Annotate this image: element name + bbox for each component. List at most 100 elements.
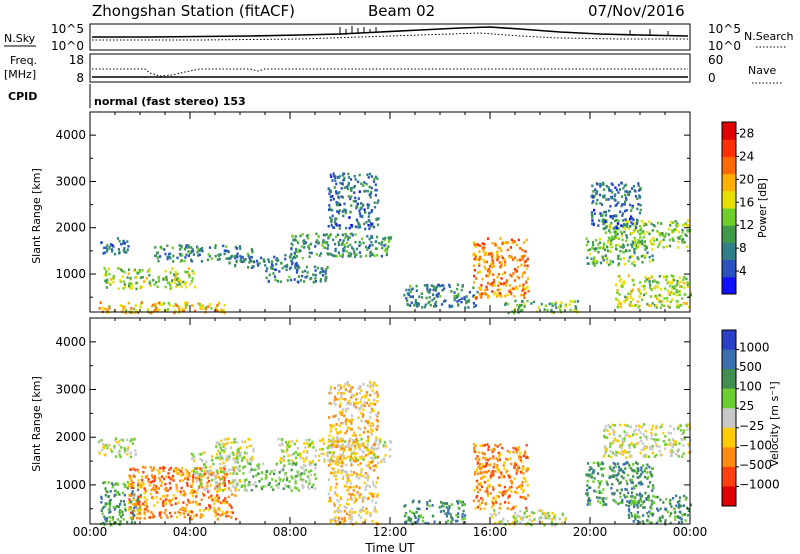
data-cell [236,457,239,461]
data-cell [496,293,499,296]
data-cell [617,274,620,278]
data-cell [103,273,106,277]
data-cell [487,469,491,473]
data-cell [260,486,263,489]
data-cell [341,461,344,465]
data-cell [367,398,370,402]
data-cell [230,441,233,444]
data-cell [621,453,624,456]
data-cell [296,268,299,272]
data-cell [494,242,497,246]
data-cell [330,445,333,449]
data-cell [314,454,317,458]
data-cell [368,424,371,428]
data-cell [657,298,660,302]
data-cell [629,232,632,236]
data-cell [236,472,239,475]
data-cell [157,301,160,305]
data-cell [227,495,230,499]
data-cell [162,302,165,305]
power-colorbar-label: Power [dB] [756,178,769,238]
data-cell [658,232,661,235]
data-cell [509,288,512,292]
data-cell [478,286,481,290]
data-cell [288,275,291,279]
data-cell [463,297,466,300]
data-cell [640,473,643,476]
data-cell [328,401,331,405]
data-cell [435,304,438,308]
data-cell [163,477,166,481]
data-cell [245,478,248,481]
data-cell [341,445,344,448]
data-cell [131,286,134,290]
data-cell [171,267,174,271]
data-cell [114,482,118,486]
data-cell [347,176,351,179]
data-cell [158,470,161,474]
data-cell [173,273,176,276]
data-cell [204,306,207,309]
data-cell [168,468,171,471]
data-cell [666,245,669,248]
data-cell [642,230,645,233]
data-cell [231,511,235,514]
data-cell [227,458,230,461]
data-cell [128,498,131,501]
data-cell [515,472,518,475]
data-cell [365,182,368,186]
data-cell [383,244,386,247]
data-cell [360,468,363,471]
data-cell [341,233,344,237]
data-cell [234,494,237,497]
data-cell [195,480,199,483]
data-cell [623,203,626,206]
data-cell [601,255,604,259]
data-cell [650,512,653,516]
data-cell [102,442,105,446]
data-cell [250,247,253,251]
data-cell [148,273,151,277]
data-cell [639,504,642,507]
data-cell [131,503,134,506]
data-cell [521,258,524,261]
data-cell [193,469,196,473]
data-cell [175,304,178,307]
data-cell [339,456,342,459]
data-cell [107,267,110,271]
data-cell [621,212,625,215]
data-cell [677,281,680,285]
data-cell [210,307,213,310]
data-cell [102,252,105,255]
data-cell [668,306,671,309]
data-cell [168,481,171,485]
data-cell [119,499,123,503]
data-cell [187,250,190,253]
data-cell [461,512,464,516]
data-cell [657,509,660,512]
data-cell [639,451,642,455]
data-cell [219,451,222,455]
data-cell [137,499,140,502]
data-cell [624,434,627,437]
data-cell [106,250,109,253]
data-cell [223,303,226,307]
data-cell [642,514,645,517]
data-cell [615,226,619,230]
data-cell [677,427,680,430]
data-cell [672,450,675,454]
data-cell [506,520,510,523]
data-cell [292,452,295,456]
data-cell [363,208,366,211]
data-cell [309,277,312,281]
data-cell [151,469,154,472]
data-cell [675,440,678,444]
data-cell [524,250,527,253]
data-cell [175,285,178,289]
data-cell [645,497,648,501]
data-cell [623,437,626,440]
data-cell [625,198,628,201]
data-cell [309,463,312,467]
data-cell [353,175,356,178]
data-cell [655,438,658,442]
